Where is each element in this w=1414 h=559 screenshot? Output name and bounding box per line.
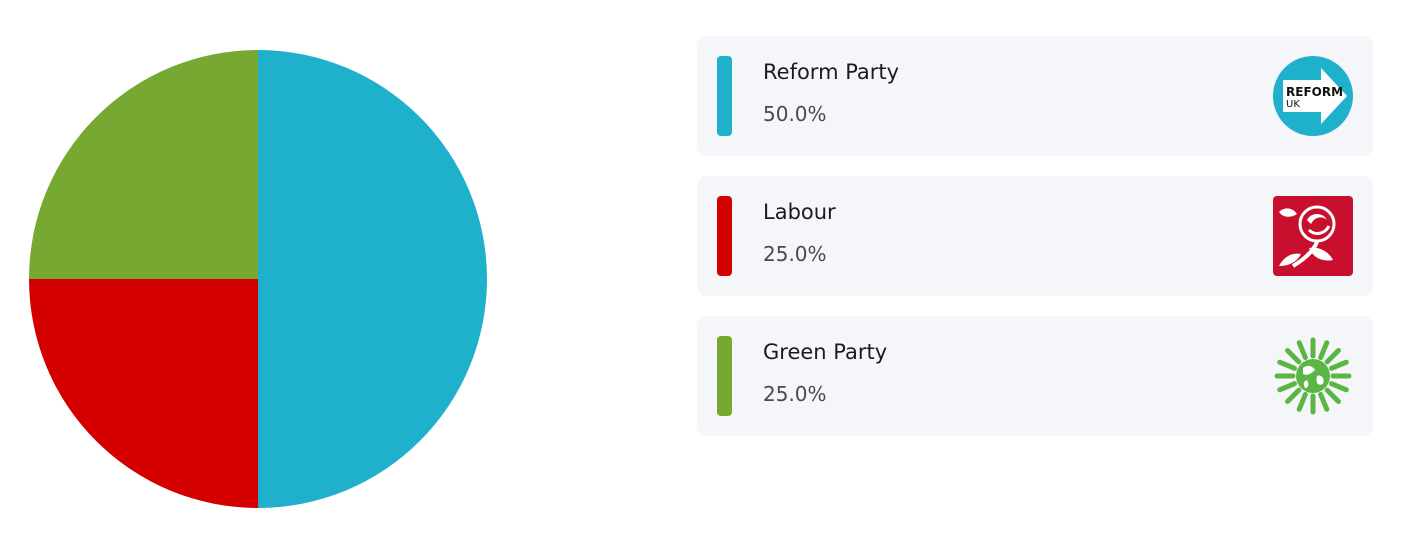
color-swatch-green xyxy=(717,336,732,416)
party-name: Labour xyxy=(763,200,836,224)
svg-text:REFORM: REFORM xyxy=(1286,85,1343,99)
legend-item-reform-party[interactable]: Reform Party 50.0% REFORM UK xyxy=(697,36,1373,156)
reform-uk-logo-icon: REFORM UK xyxy=(1273,56,1353,136)
legend: Reform Party 50.0% REFORM UK Labour 25.0… xyxy=(697,36,1373,456)
party-percent: 25.0% xyxy=(763,242,827,266)
color-swatch-labour xyxy=(717,196,732,276)
party-name: Reform Party xyxy=(763,60,900,84)
color-swatch-reform xyxy=(717,56,732,136)
legend-item-labour[interactable]: Labour 25.0% xyxy=(697,176,1373,296)
pie-chart xyxy=(29,50,487,508)
pie-slice-labour[interactable] xyxy=(29,279,258,508)
svg-text:UK: UK xyxy=(1286,99,1300,110)
party-name: Green Party xyxy=(763,340,888,364)
party-percent: 50.0% xyxy=(763,102,827,126)
green-party-earth-logo-icon xyxy=(1274,337,1352,415)
labour-rose-logo-icon xyxy=(1273,196,1353,276)
legend-item-green-party[interactable]: Green Party 25.0% xyxy=(697,316,1373,436)
pie-slice-green-party[interactable] xyxy=(29,50,258,279)
party-percent: 25.0% xyxy=(763,382,827,406)
pie-slice-reform-party[interactable] xyxy=(258,50,487,508)
